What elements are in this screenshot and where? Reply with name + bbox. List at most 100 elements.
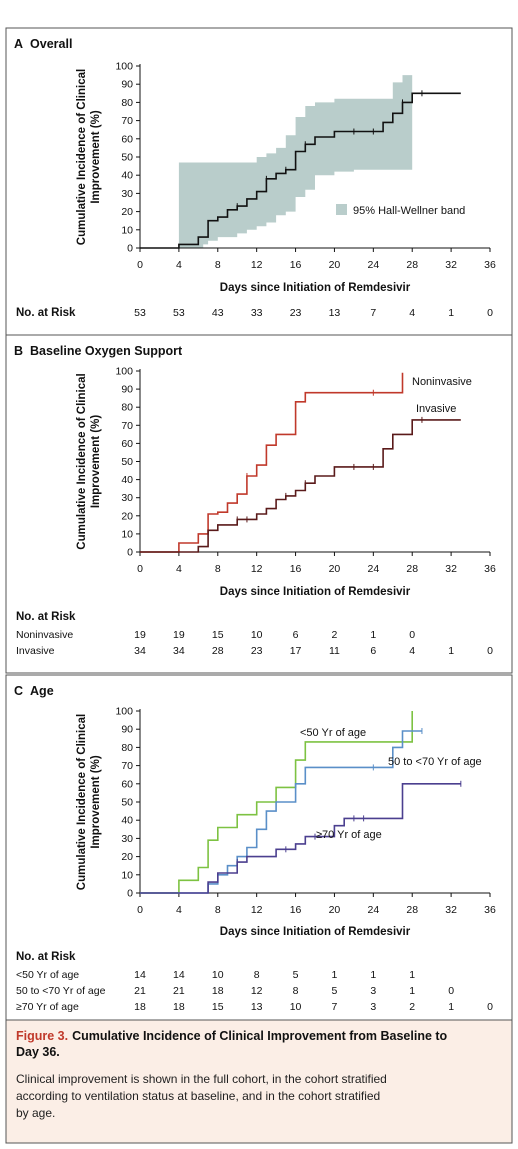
risk-value: 4 [409, 307, 415, 319]
risk-value: 17 [290, 645, 302, 657]
risk-row-label: <50 Yr of age [16, 969, 79, 981]
risk-value: 19 [173, 629, 185, 641]
y-axis-title-line: Improvement (%) [90, 415, 102, 508]
x-tick-label: 0 [137, 563, 143, 575]
risk-value: 4 [409, 645, 415, 657]
series-line [140, 711, 413, 894]
risk-value: 7 [332, 1001, 338, 1013]
risk-value: 34 [173, 645, 185, 657]
risk-table-title: No. at Risk [16, 611, 76, 623]
x-tick-label: 8 [215, 904, 221, 916]
x-tick-label: 0 [137, 904, 143, 916]
y-tick-label: 40 [121, 170, 133, 182]
risk-value: 3 [370, 1001, 376, 1013]
caption-background [6, 1020, 512, 1143]
risk-value: 6 [293, 629, 299, 641]
risk-value: 33 [251, 307, 263, 319]
panel-letter: A [14, 37, 23, 51]
x-tick-label: 8 [215, 563, 221, 575]
risk-row-label: ≥70 Yr of age [16, 1001, 79, 1013]
y-tick-label: 70 [121, 760, 133, 772]
y-tick-label: 0 [127, 547, 133, 559]
risk-value: 53 [134, 307, 146, 319]
x-tick-label: 12 [251, 563, 263, 575]
y-axis-title-line: Improvement (%) [90, 110, 102, 203]
x-tick-label: 32 [445, 563, 457, 575]
caption-title-line: Day 36. [16, 1045, 60, 1059]
risk-value: 1 [448, 645, 454, 657]
risk-value: 15 [212, 1001, 224, 1013]
caption-body-line: according to ventilation status at basel… [16, 1089, 380, 1103]
risk-value: 3 [370, 985, 376, 997]
risk-value: 21 [173, 985, 185, 997]
risk-value: 0 [409, 629, 415, 641]
y-tick-label: 60 [121, 778, 133, 790]
y-tick-label: 20 [121, 851, 133, 863]
panel-b: B Baseline Oxygen Support0102030405060708… [5, 334, 513, 674]
risk-value: 0 [487, 1001, 493, 1013]
x-tick-label: 12 [251, 259, 263, 271]
risk-value: 6 [370, 645, 376, 657]
series-line [140, 419, 461, 553]
legend-swatch [336, 204, 347, 215]
risk-value: 19 [134, 629, 146, 641]
risk-value: 53 [173, 307, 185, 319]
risk-value: 34 [134, 645, 146, 657]
risk-value: 13 [329, 307, 341, 319]
risk-value: 10 [212, 969, 224, 981]
y-tick-label: 10 [121, 869, 133, 881]
y-axis-title: Cumulative Incidence of Clinical Improvem… [76, 373, 102, 549]
caption-body: Clinical improvement is shown in the ful… [16, 1072, 387, 1120]
x-tick-label: 16 [290, 563, 302, 575]
y-tick-label: 30 [121, 188, 133, 200]
x-tick-label: 8 [215, 259, 221, 271]
legend-label: 95% Hall-Wellner band [353, 205, 465, 217]
risk-value: 18 [212, 985, 224, 997]
x-tick-label: 16 [290, 259, 302, 271]
x-tick-label: 28 [406, 904, 418, 916]
risk-value: 18 [173, 1001, 185, 1013]
caption-border [5, 1019, 513, 1144]
figure-number: Figure 3. [16, 1029, 68, 1043]
risk-value: 18 [134, 1001, 146, 1013]
x-axis-title: Days since Initiation of Remdesivir [220, 926, 411, 938]
risk-value: 10 [290, 1001, 302, 1013]
risk-value: 1 [370, 969, 376, 981]
x-tick-label: 4 [176, 259, 182, 271]
risk-value: 11 [329, 645, 340, 657]
x-tick-label: 4 [176, 904, 182, 916]
risk-value: 14 [134, 969, 146, 981]
y-axis-title-line: Cumulative Incidence of Clinical [76, 714, 88, 890]
risk-value: 14 [173, 969, 185, 981]
panel-title-text: Age [30, 684, 54, 698]
risk-value: 12 [251, 985, 263, 997]
caption: Figure 3. Cumulative Incidence of Clinica… [5, 1019, 513, 1144]
y-tick-label: 50 [121, 152, 133, 164]
x-tick-label: 28 [406, 563, 418, 575]
risk-value: 1 [370, 629, 376, 641]
x-tick-label: 24 [367, 904, 379, 916]
y-axis-title-line: Cumulative Incidence of Clinical [76, 69, 88, 245]
y-tick-label: 100 [115, 706, 133, 718]
y-axis-title: Cumulative Incidence of Clinical Improvem… [76, 69, 102, 245]
y-tick-label: 40 [121, 815, 133, 827]
risk-value: 1 [409, 985, 415, 997]
risk-value: 23 [290, 307, 302, 319]
y-tick-label: 100 [115, 366, 133, 378]
series-label: <50 Yr of age [300, 727, 366, 739]
panel-title: A Overall [14, 37, 72, 51]
risk-value: 28 [212, 645, 224, 657]
panel-title-text: Baseline Oxygen Support [30, 344, 183, 358]
caption-title: Figure 3. Cumulative Incidence of Clinica… [16, 1029, 448, 1059]
risk-value: 8 [254, 969, 260, 981]
x-tick-label: 28 [406, 259, 418, 271]
y-tick-label: 60 [121, 133, 133, 145]
risk-value: 1 [332, 969, 338, 981]
x-tick-label: 36 [484, 563, 496, 575]
risk-value: 43 [212, 307, 224, 319]
y-tick-label: 80 [121, 402, 133, 414]
risk-value: 2 [332, 629, 338, 641]
